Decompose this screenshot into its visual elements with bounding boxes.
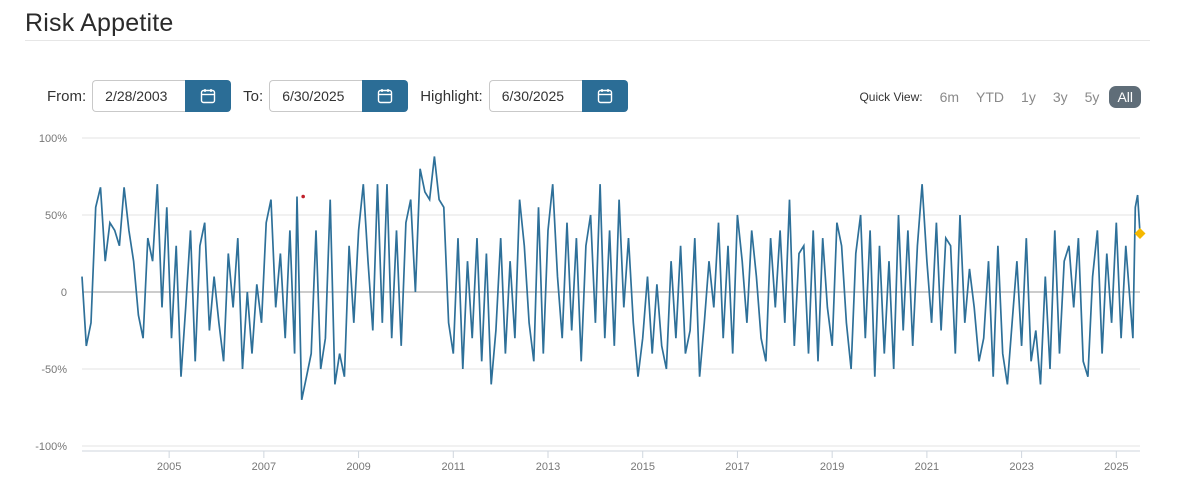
y-tick-label: -100% (35, 441, 67, 453)
to-label: To: (243, 87, 264, 105)
quick-view-1y[interactable]: 1y (1021, 89, 1036, 105)
y-tick-label: 50% (45, 210, 67, 222)
quick-view-label: Quick View: (859, 90, 923, 104)
x-tick-label: 2009 (346, 461, 370, 473)
highlight-label: Highlight: (420, 87, 483, 105)
to-date-input[interactable] (269, 80, 363, 112)
page-title: Risk Appetite (25, 9, 174, 37)
grid-lines (82, 137, 1140, 452)
x-tick-label: 2019 (820, 461, 844, 473)
x-tick-label: 2011 (441, 461, 465, 473)
x-tick-label: 2023 (1009, 461, 1033, 473)
risk-appetite-line (81, 156, 1141, 400)
y-axis-ticks: 100% 50% 0 -50% -100% (35, 133, 67, 453)
risk-appetite-chart: 100%50%0-50%-100% 2005 2007 2009 2011 2013 20… (35, 133, 1146, 473)
y-tick-label: -50% (41, 364, 67, 376)
x-axis-ticks: 2005 2007 2009 2011 2013 2015 2017 2019 2021 2023… (157, 451, 1129, 473)
to-date-picker (269, 80, 409, 112)
marker-point (301, 194, 305, 199)
y-tick-label: 100% (39, 133, 67, 145)
x-tick-label: 2007 (252, 461, 276, 473)
from-date-picker (92, 80, 232, 112)
y-tick-label: 0 (61, 287, 67, 299)
quick-view-6m[interactable]: 6m (939, 89, 960, 105)
highlight-calendar-button[interactable] (581, 80, 628, 112)
quick-view-5y[interactable]: 5y (1084, 89, 1100, 105)
from-date-input[interactable] (92, 80, 186, 112)
highlight-date-input[interactable] (488, 80, 582, 112)
quick-view-ytd[interactable]: YTD (976, 89, 1005, 105)
quick-view-3y[interactable]: 3y (1052, 89, 1068, 105)
date-filter-bar: From: To: Highlight: (47, 80, 640, 112)
annotations (301, 194, 1146, 239)
quick-view-all[interactable]: All (1109, 86, 1141, 108)
from-label: From: (47, 87, 87, 105)
x-tick-label: 2015 (630, 461, 654, 473)
x-tick-label: 2013 (536, 461, 560, 473)
calendar-icon (377, 89, 393, 104)
title-divider (25, 40, 1150, 41)
x-tick-label: 2017 (725, 461, 749, 473)
calendar-icon (597, 89, 612, 104)
x-tick-label: 2025 (1104, 461, 1128, 473)
highlight-point (1134, 227, 1146, 239)
to-calendar-button[interactable] (362, 80, 409, 112)
x-tick-label: 2021 (915, 461, 939, 473)
from-calendar-button[interactable] (185, 80, 232, 112)
quick-view-bar: Quick View: 6m YTD 1y 3y 5y All (859, 86, 1141, 108)
x-tick-label: 2005 (157, 461, 181, 473)
highlight-date-picker (488, 80, 628, 112)
calendar-icon (200, 89, 216, 104)
